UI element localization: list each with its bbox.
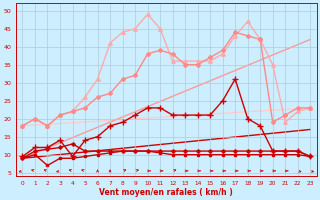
X-axis label: Vent moyen/en rafales ( km/h ): Vent moyen/en rafales ( km/h ) (100, 188, 233, 197)
